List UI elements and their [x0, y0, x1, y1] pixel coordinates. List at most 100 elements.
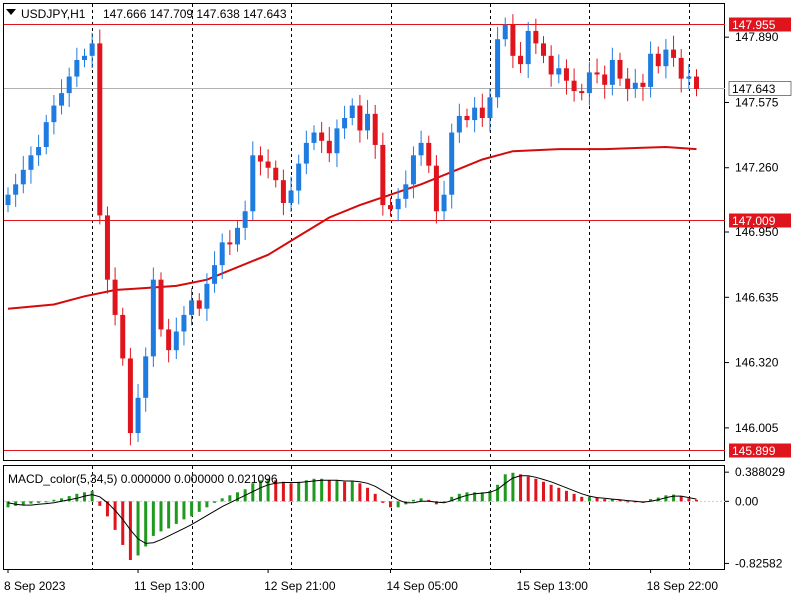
macd-bar: [519, 474, 523, 502]
candle-body: [640, 82, 646, 87]
candle-body: [334, 128, 340, 154]
macd-bar: [549, 484, 553, 502]
macd-bar: [695, 499, 698, 502]
symbol-dropdown-icon[interactable]: [6, 9, 16, 15]
macd-bar: [297, 481, 301, 502]
candle-body: [632, 82, 638, 89]
macd-bar: [75, 493, 79, 502]
candle-body: [296, 163, 302, 191]
candle-body: [655, 53, 661, 67]
candle-body: [479, 107, 485, 118]
ohlc-values: 147.666 147.709 147.638 147.643: [103, 7, 287, 21]
macd-bar: [633, 501, 637, 503]
macd-tick-label: 0.388029: [735, 465, 785, 479]
macd-bar: [67, 496, 71, 502]
macd-bar: [182, 501, 186, 520]
macd-bar: [350, 481, 354, 502]
candle-body: [250, 155, 256, 212]
macd-bar: [488, 490, 492, 502]
macd-bar: [442, 501, 446, 503]
candle-body: [495, 39, 501, 98]
candle-body: [219, 242, 225, 266]
macd-bar: [511, 472, 515, 502]
candle-body: [150, 279, 156, 357]
macd-bar: [366, 487, 370, 502]
candle-body: [319, 132, 325, 141]
price-tick-label: 147.260: [735, 161, 779, 175]
macd-bar: [274, 480, 278, 502]
candle-body: [196, 300, 202, 309]
macd-bar: [14, 501, 18, 506]
macd-bar: [213, 501, 217, 503]
candlesticks: [5, 14, 699, 446]
macd-bar: [83, 492, 86, 502]
candle-body: [533, 30, 539, 44]
candle-body: [51, 105, 57, 123]
candle-body: [571, 80, 577, 92]
macd-bar: [289, 483, 293, 502]
macd-bar: [167, 501, 171, 529]
candle-body: [510, 24, 516, 56]
candle-body: [456, 115, 462, 133]
candle-body: [563, 68, 569, 81]
candle-body: [59, 93, 65, 106]
macd-bar: [90, 490, 94, 502]
time-tick-label: 15 Sep 13:00: [517, 579, 589, 593]
macd-bar: [679, 496, 683, 502]
current-price-label: 147.643: [732, 82, 776, 96]
candle-body: [556, 68, 562, 75]
macd-bar: [228, 495, 232, 502]
candle-body: [120, 314, 126, 359]
macd-axis: 0.388029 0.00 -0.82582: [725, 465, 785, 570]
price-tick-label: 147.575: [735, 95, 779, 109]
macd-bar: [37, 501, 41, 503]
candle-body: [127, 358, 133, 434]
candle-body: [212, 265, 218, 284]
candle-body: [686, 76, 692, 79]
time-grid-lines: [92, 4, 690, 569]
horizontal-line-label: 147.009: [732, 214, 776, 228]
macd-bar: [427, 499, 431, 502]
macd-bar: [587, 496, 591, 502]
macd-bar: [190, 501, 194, 517]
macd-bar: [343, 481, 347, 502]
macd-bar: [258, 480, 262, 502]
macd-bar: [121, 501, 125, 545]
macd-tick-label: 0.00: [735, 494, 759, 508]
macd-bar: [44, 501, 48, 503]
candle-body: [204, 283, 210, 309]
macd-bar: [60, 498, 64, 502]
symbol-label: USDJPY,H1: [21, 7, 86, 21]
macd-bar: [236, 492, 239, 502]
horizontal-line-label: 147.955: [732, 18, 776, 32]
candle-body: [441, 194, 447, 212]
candle-body: [66, 76, 72, 94]
time-tick-label: 14 Sep 05:00: [387, 579, 459, 593]
candle-body: [104, 215, 110, 280]
macd-bar: [6, 501, 10, 508]
macd-bar: [159, 501, 163, 532]
horizontal-line-label-bg: [729, 443, 791, 458]
candle-body: [227, 242, 233, 245]
macd-bar: [419, 498, 423, 502]
candle-body: [602, 74, 608, 85]
candle-body: [235, 227, 240, 245]
candle-body: [487, 97, 493, 118]
candle-body: [609, 59, 615, 85]
macd-bar: [251, 483, 255, 502]
macd-bar: [52, 499, 56, 502]
macd-bar: [534, 478, 538, 502]
indicator-label: MACD_color(5,34,5) 0.000000 0.000000 0.0…: [8, 472, 278, 486]
macd-bar: [595, 497, 599, 502]
candle-body: [181, 314, 187, 332]
candle-body: [380, 144, 386, 206]
candle-body: [28, 155, 34, 170]
candle-body: [326, 140, 332, 154]
macd-bar: [473, 492, 477, 502]
price-tick-label: 146.005: [735, 421, 779, 435]
macd-bar: [98, 501, 102, 506]
macd-bar: [205, 501, 209, 508]
macd-signal-line: [7, 475, 697, 544]
candle-body: [5, 194, 11, 206]
